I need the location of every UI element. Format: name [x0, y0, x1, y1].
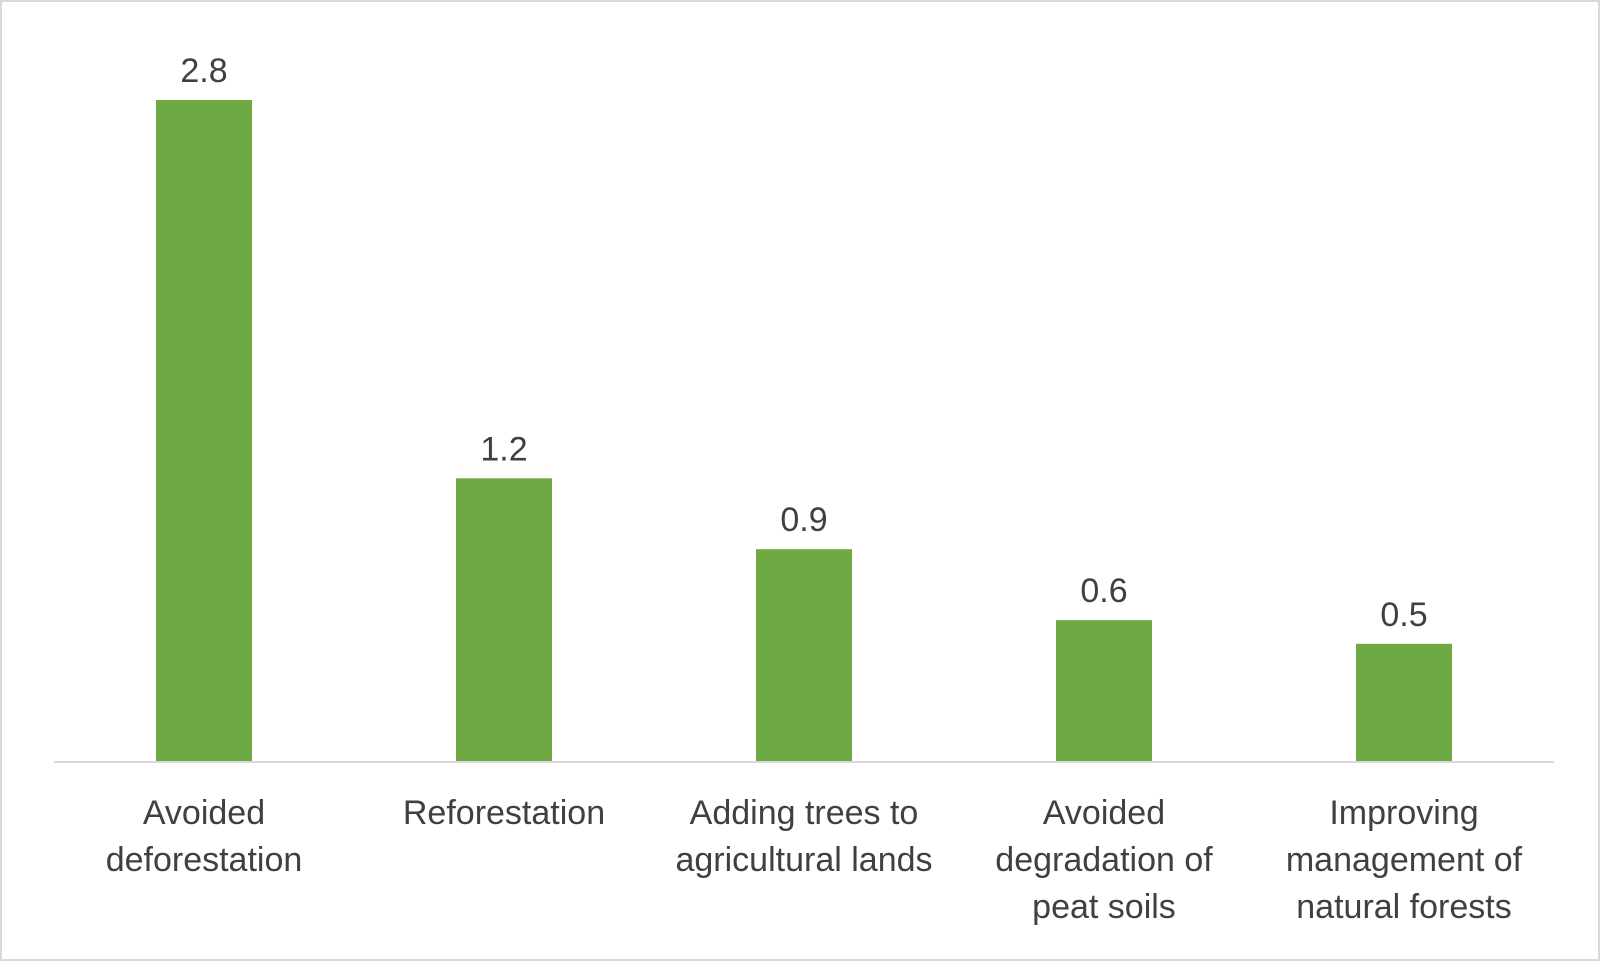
category-label-line: deforestation: [106, 841, 303, 879]
value-label-2: 1.2: [480, 430, 527, 468]
category-label-line: Reforestation: [403, 794, 605, 832]
bars-group: [156, 100, 1452, 762]
category-label-2: Reforestation: [403, 794, 605, 832]
category-label-line: Improving: [1329, 794, 1478, 832]
category-label-line: Avoided: [1043, 794, 1165, 832]
category-label-5: Improving management of natural forests: [1286, 794, 1523, 926]
category-label-line: peat soils: [1032, 888, 1176, 926]
category-label-line: agricultural lands: [675, 841, 932, 879]
category-label-line: Adding trees to: [690, 794, 919, 832]
category-label-3: Adding trees to agricultural lands: [675, 794, 932, 879]
category-label-line: Avoided: [143, 794, 265, 832]
bar-5: [1356, 643, 1452, 762]
bar-3: [756, 549, 852, 762]
category-label-1: Avoided deforestation: [106, 794, 303, 879]
bar-1: [156, 100, 252, 762]
category-labels-group: Avoided deforestation Reforestation Adding …: [106, 794, 1523, 926]
value-label-3: 0.9: [780, 501, 827, 539]
bar-4: [1056, 620, 1152, 762]
category-label-4: Avoided degradation of peat soils: [995, 794, 1213, 926]
value-label-1: 2.8: [180, 52, 227, 90]
bar-2: [456, 478, 552, 762]
category-label-line: management of: [1286, 841, 1523, 879]
value-label-4: 0.6: [1080, 572, 1127, 610]
category-label-line: degradation of: [995, 841, 1213, 879]
value-label-5: 0.5: [1380, 596, 1427, 634]
category-label-line: natural forests: [1296, 888, 1511, 926]
value-labels-group: 2.8 1.2 0.9 0.6 0.5: [180, 52, 1427, 634]
